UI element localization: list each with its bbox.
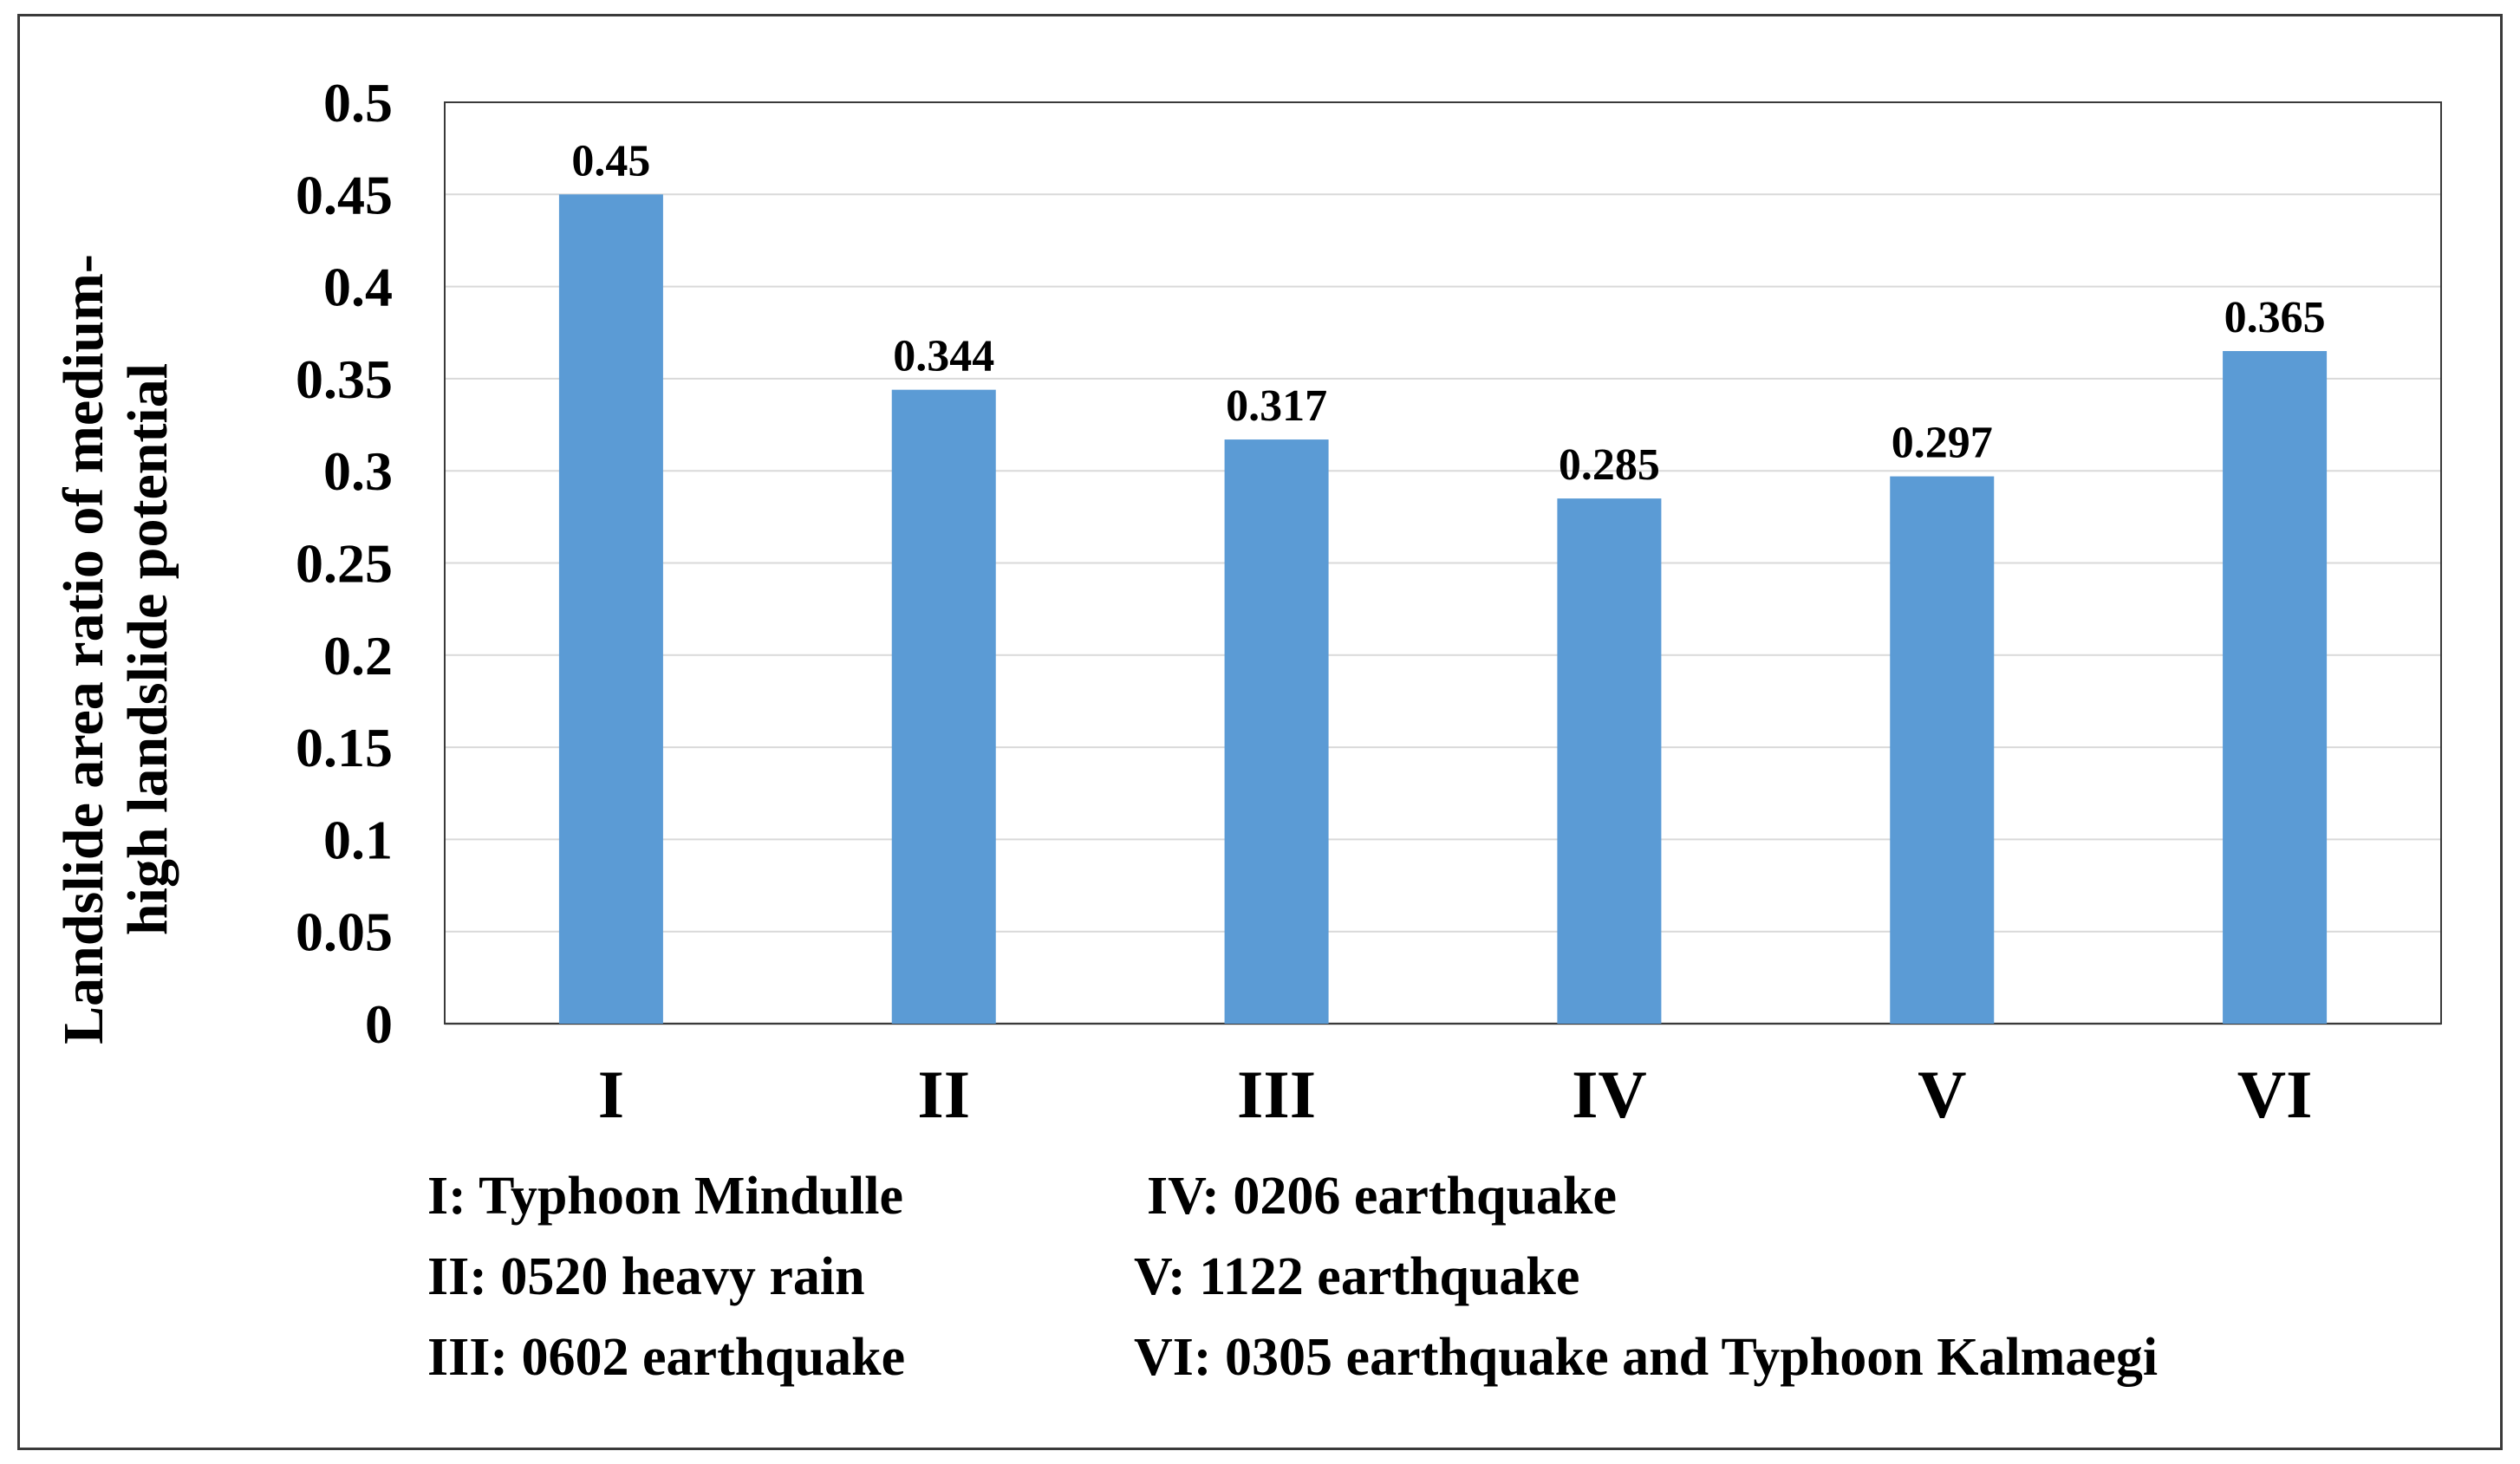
- x-tick-label-II: II: [917, 1057, 970, 1132]
- x-axis-categories: I II III IV V VI: [598, 1057, 2313, 1132]
- y-tick-label: 0.35: [296, 348, 393, 410]
- bar-IV: [1557, 498, 1662, 1024]
- y-tick-label: 0.5: [323, 72, 393, 133]
- y-tick-label: 0.25: [296, 533, 393, 595]
- y-tick-label: 0.45: [296, 164, 393, 225]
- x-tick-label-V: V: [1918, 1057, 1966, 1132]
- legend-item-II: II: 0520 heavy rain: [427, 1247, 865, 1306]
- plot-area-border: [444, 101, 2442, 1025]
- legend-item-V: V: 1122 earthquake: [1134, 1247, 1579, 1306]
- data-label-VI: 0.365: [2224, 293, 2326, 342]
- data-label-IV: 0.285: [1559, 440, 1660, 490]
- legend-item-I: I: Typhoon Mindulle: [427, 1167, 903, 1226]
- y-tick-label: 0.05: [296, 901, 393, 963]
- y-axis-label: Landslide area ratio of medium- high lan…: [52, 254, 179, 1044]
- figure-frame: Landslide area ratio of medium- high lan…: [17, 14, 2503, 1450]
- gridlines: [445, 101, 2441, 1025]
- y-tick-label: 0.3: [323, 440, 393, 502]
- x-tick-label-III: III: [1237, 1057, 1316, 1132]
- bar-III: [1224, 439, 1329, 1025]
- bar-V: [1890, 476, 1995, 1024]
- y-tick-label: 0: [365, 993, 393, 1055]
- data-label-III: 0.317: [1226, 381, 1327, 431]
- x-tick-label-I: I: [598, 1057, 624, 1132]
- bars: 0.45 0.344 0.317 0.285 0.297 0.365: [558, 136, 2328, 1025]
- y-axis-label-line-2: high landslide potential: [116, 363, 179, 935]
- x-tick-label-IV: IV: [1572, 1057, 1647, 1132]
- bar-VI: [2223, 351, 2328, 1024]
- y-axis-ticks: 0 0.05 0.1 0.15 0.2 0.25 0.3 0.35 0.4 0.45 0.5: [296, 72, 393, 1055]
- data-label-V: 0.297: [1892, 419, 1993, 468]
- data-label-II: 0.344: [893, 332, 994, 381]
- bar-II: [891, 389, 996, 1024]
- legend-item-IV: IV: 0206 earthquake: [1147, 1167, 1617, 1226]
- legend-item-III: III: 0602 earthquake: [427, 1328, 905, 1387]
- legend-item-VI: VI: 0305 earthquake and Typhoon Kalmaegi: [1134, 1328, 2158, 1387]
- bar-I: [558, 194, 663, 1025]
- y-tick-label: 0.15: [296, 717, 393, 778]
- y-axis-label-line-1: Landslide area ratio of medium-: [52, 254, 115, 1044]
- y-tick-label: 0.4: [323, 257, 393, 318]
- y-tick-label: 0.1: [323, 809, 393, 870]
- x-tick-label-VI: VI: [2237, 1057, 2313, 1132]
- category-legend: I: Typhoon Mindulle II: 0520 heavy rain …: [427, 1167, 2158, 1387]
- bar-chart: Landslide area ratio of medium- high lan…: [52, 72, 2442, 1387]
- y-tick-label: 0.2: [323, 625, 393, 686]
- data-label-I: 0.45: [571, 136, 650, 185]
